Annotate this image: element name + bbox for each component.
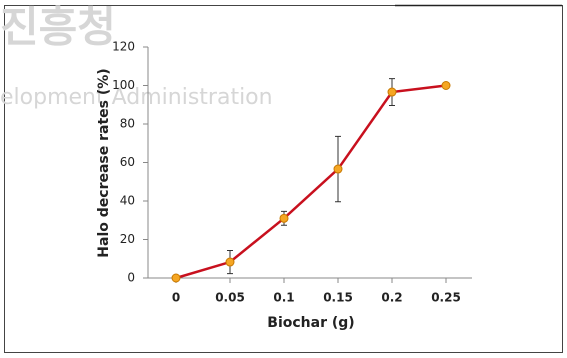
y-tick-label: 60 <box>120 155 135 169</box>
y-tick-label: 0 <box>127 271 135 285</box>
data-point <box>387 87 397 97</box>
data-point <box>333 164 343 174</box>
data-line <box>175 84 447 280</box>
y-tick-label: 80 <box>120 117 135 131</box>
data-point <box>441 81 451 90</box>
x-tick-label: 0 <box>172 291 180 305</box>
x-tick-label: 0.2 <box>381 291 402 305</box>
y-tick-label: 120 <box>112 40 135 54</box>
x-tick-label: 0.1 <box>273 291 294 305</box>
x-axis-title: Biochar (g) <box>267 315 354 331</box>
x-tick-label: 0.05 <box>215 291 245 305</box>
data-point <box>279 213 289 223</box>
watermark: 진흥청 <box>0 3 116 52</box>
x-tick-label: 0.15 <box>323 291 353 305</box>
watermark: elopment Administration <box>0 85 273 110</box>
y-tick-label: 40 <box>120 194 135 208</box>
x-tick-label: 0.25 <box>431 291 461 305</box>
data-point <box>225 257 235 267</box>
y-tick-label: 20 <box>120 232 135 246</box>
data-point <box>171 273 181 283</box>
y-tick-label: 100 <box>112 78 135 92</box>
frame <box>4 5 563 353</box>
y-axis-title: Halo decrease rates (%) <box>96 68 112 257</box>
